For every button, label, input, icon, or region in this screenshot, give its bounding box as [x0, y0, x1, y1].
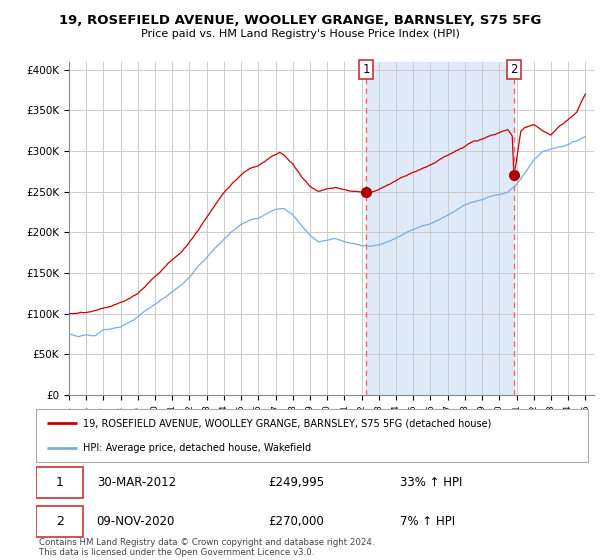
- Text: 1: 1: [56, 476, 64, 489]
- Text: 7% ↑ HPI: 7% ↑ HPI: [400, 515, 455, 528]
- FancyBboxPatch shape: [36, 409, 588, 462]
- Text: 2: 2: [510, 63, 518, 76]
- Text: £270,000: £270,000: [268, 515, 323, 528]
- Text: Price paid vs. HM Land Registry's House Price Index (HPI): Price paid vs. HM Land Registry's House …: [140, 29, 460, 39]
- Text: 33% ↑ HPI: 33% ↑ HPI: [400, 476, 463, 489]
- FancyBboxPatch shape: [36, 506, 83, 537]
- Text: HPI: Average price, detached house, Wakefield: HPI: Average price, detached house, Wake…: [83, 442, 311, 452]
- Text: 19, ROSEFIELD AVENUE, WOOLLEY GRANGE, BARNSLEY, S75 5FG: 19, ROSEFIELD AVENUE, WOOLLEY GRANGE, BA…: [59, 14, 541, 27]
- Text: 1: 1: [362, 63, 370, 76]
- Text: £249,995: £249,995: [268, 476, 324, 489]
- FancyBboxPatch shape: [36, 467, 83, 498]
- Text: Contains HM Land Registry data © Crown copyright and database right 2024.
This d: Contains HM Land Registry data © Crown c…: [39, 538, 374, 557]
- Text: 09-NOV-2020: 09-NOV-2020: [97, 515, 175, 528]
- Text: 19, ROSEFIELD AVENUE, WOOLLEY GRANGE, BARNSLEY, S75 5FG (detached house): 19, ROSEFIELD AVENUE, WOOLLEY GRANGE, BA…: [83, 418, 491, 428]
- Text: 2: 2: [56, 515, 64, 528]
- Text: 30-MAR-2012: 30-MAR-2012: [97, 476, 176, 489]
- Bar: [366, 62, 514, 395]
